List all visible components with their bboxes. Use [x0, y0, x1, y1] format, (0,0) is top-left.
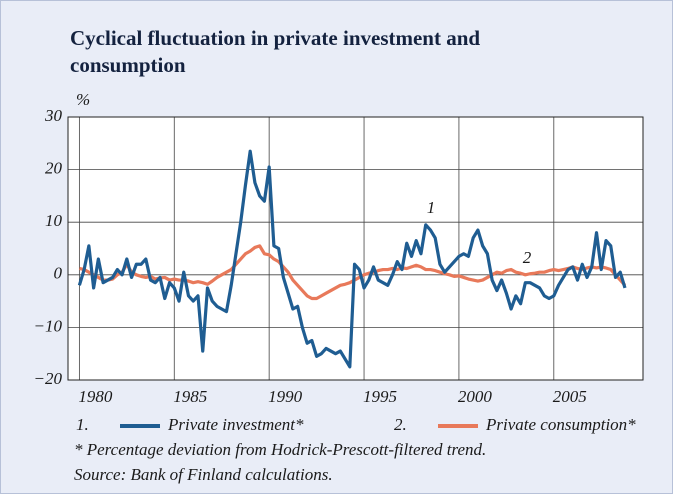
x-tick-label: 2000 [458, 387, 493, 406]
annotation: 2 [523, 248, 532, 267]
annotation: 1 [427, 198, 436, 217]
footnote: * Percentage deviation from Hodrick-Pres… [74, 440, 486, 459]
plot-frame [67, 116, 644, 381]
y-tick-label: −10 [34, 316, 63, 335]
y-tick-label: 30 [44, 106, 63, 125]
chart-title: consumption [70, 53, 186, 77]
source: Source: Bank of Finland calculations. [74, 465, 333, 484]
x-tick-label: 2005 [553, 387, 587, 406]
legend-key: 1. [76, 415, 89, 434]
legend-label: Private investment* [167, 415, 304, 434]
y-tick-label: 0 [54, 264, 63, 283]
y-tick-label: −20 [34, 369, 63, 388]
legend-key: 2. [394, 415, 407, 434]
y-tick-label: 10 [45, 211, 63, 230]
series-line [77, 149, 627, 369]
plot-area [68, 117, 643, 380]
y-tick-label: 20 [45, 159, 63, 178]
legend-label: Private consumption* [485, 415, 636, 434]
x-tick-label: 1990 [268, 387, 303, 406]
x-tick-label: 1995 [363, 387, 397, 406]
chart-title: Cyclical fluctuation in private investme… [70, 26, 480, 50]
x-tick-label: 1985 [173, 387, 207, 406]
y-axis-label: % [76, 90, 90, 109]
x-tick-label: 1980 [78, 387, 113, 406]
